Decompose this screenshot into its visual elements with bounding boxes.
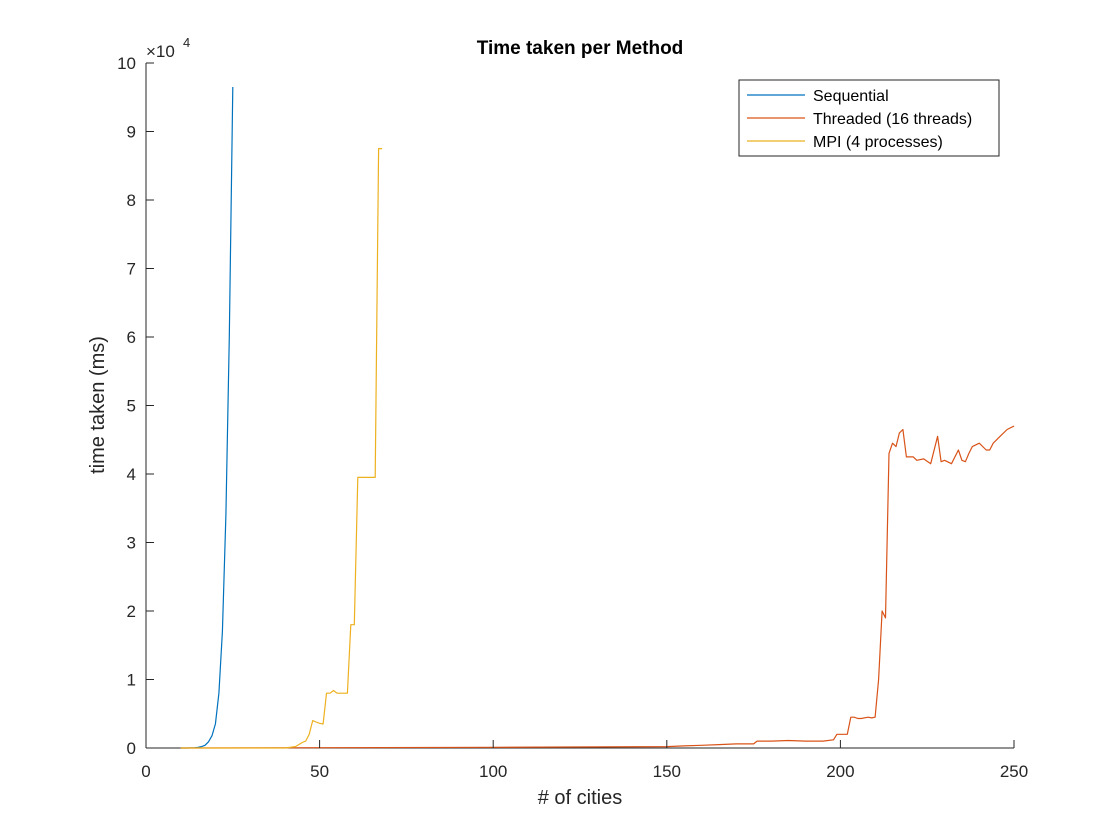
legend-label: MPI (4 processes): [813, 134, 943, 151]
series-group: [180, 86, 1015, 749]
y-tick-label: 1: [127, 671, 136, 690]
y-tick-label: 10: [117, 54, 136, 73]
y-tick-label: 2: [127, 602, 136, 621]
x-tick-label: 250: [1000, 762, 1028, 781]
legend-label: Sequential: [813, 88, 889, 105]
y-tick-label: 5: [127, 397, 136, 416]
y-tick-label: 0: [127, 739, 136, 758]
y-tick-label: 6: [127, 328, 136, 347]
y-axis-exponent: ×10 4: [146, 35, 190, 61]
y-tick-label: 4: [127, 465, 136, 484]
x-tick-label: 200: [826, 762, 854, 781]
y-tick-label: 7: [127, 260, 136, 279]
y-exponent-base: ×10: [146, 42, 175, 61]
x-tick-label: 100: [479, 762, 507, 781]
series-line: [180, 425, 1015, 749]
y-tick-label: 3: [127, 534, 136, 553]
legend-label: Threaded (16 threads): [813, 111, 972, 128]
y-axis-label: time taken (ms): [87, 336, 109, 474]
y-exponent-power: 4: [183, 35, 190, 50]
x-tick-label: 150: [653, 762, 681, 781]
x-tick-label: 50: [310, 762, 329, 781]
x-axis-label: # of cities: [538, 787, 622, 809]
chart-title: Time taken per Method: [477, 38, 684, 59]
legend: Sequential Threaded (16 threads) MPI (4 pr…: [738, 79, 1000, 157]
ticks: 0 50 100 150 200 250 0 1 2 3 4 5 6 7 8 9 10: [117, 54, 1028, 781]
y-tick-label: 8: [127, 191, 136, 210]
x-tick-label: 0: [141, 762, 150, 781]
series-line: [180, 148, 383, 749]
y-tick-label: 9: [127, 123, 136, 142]
